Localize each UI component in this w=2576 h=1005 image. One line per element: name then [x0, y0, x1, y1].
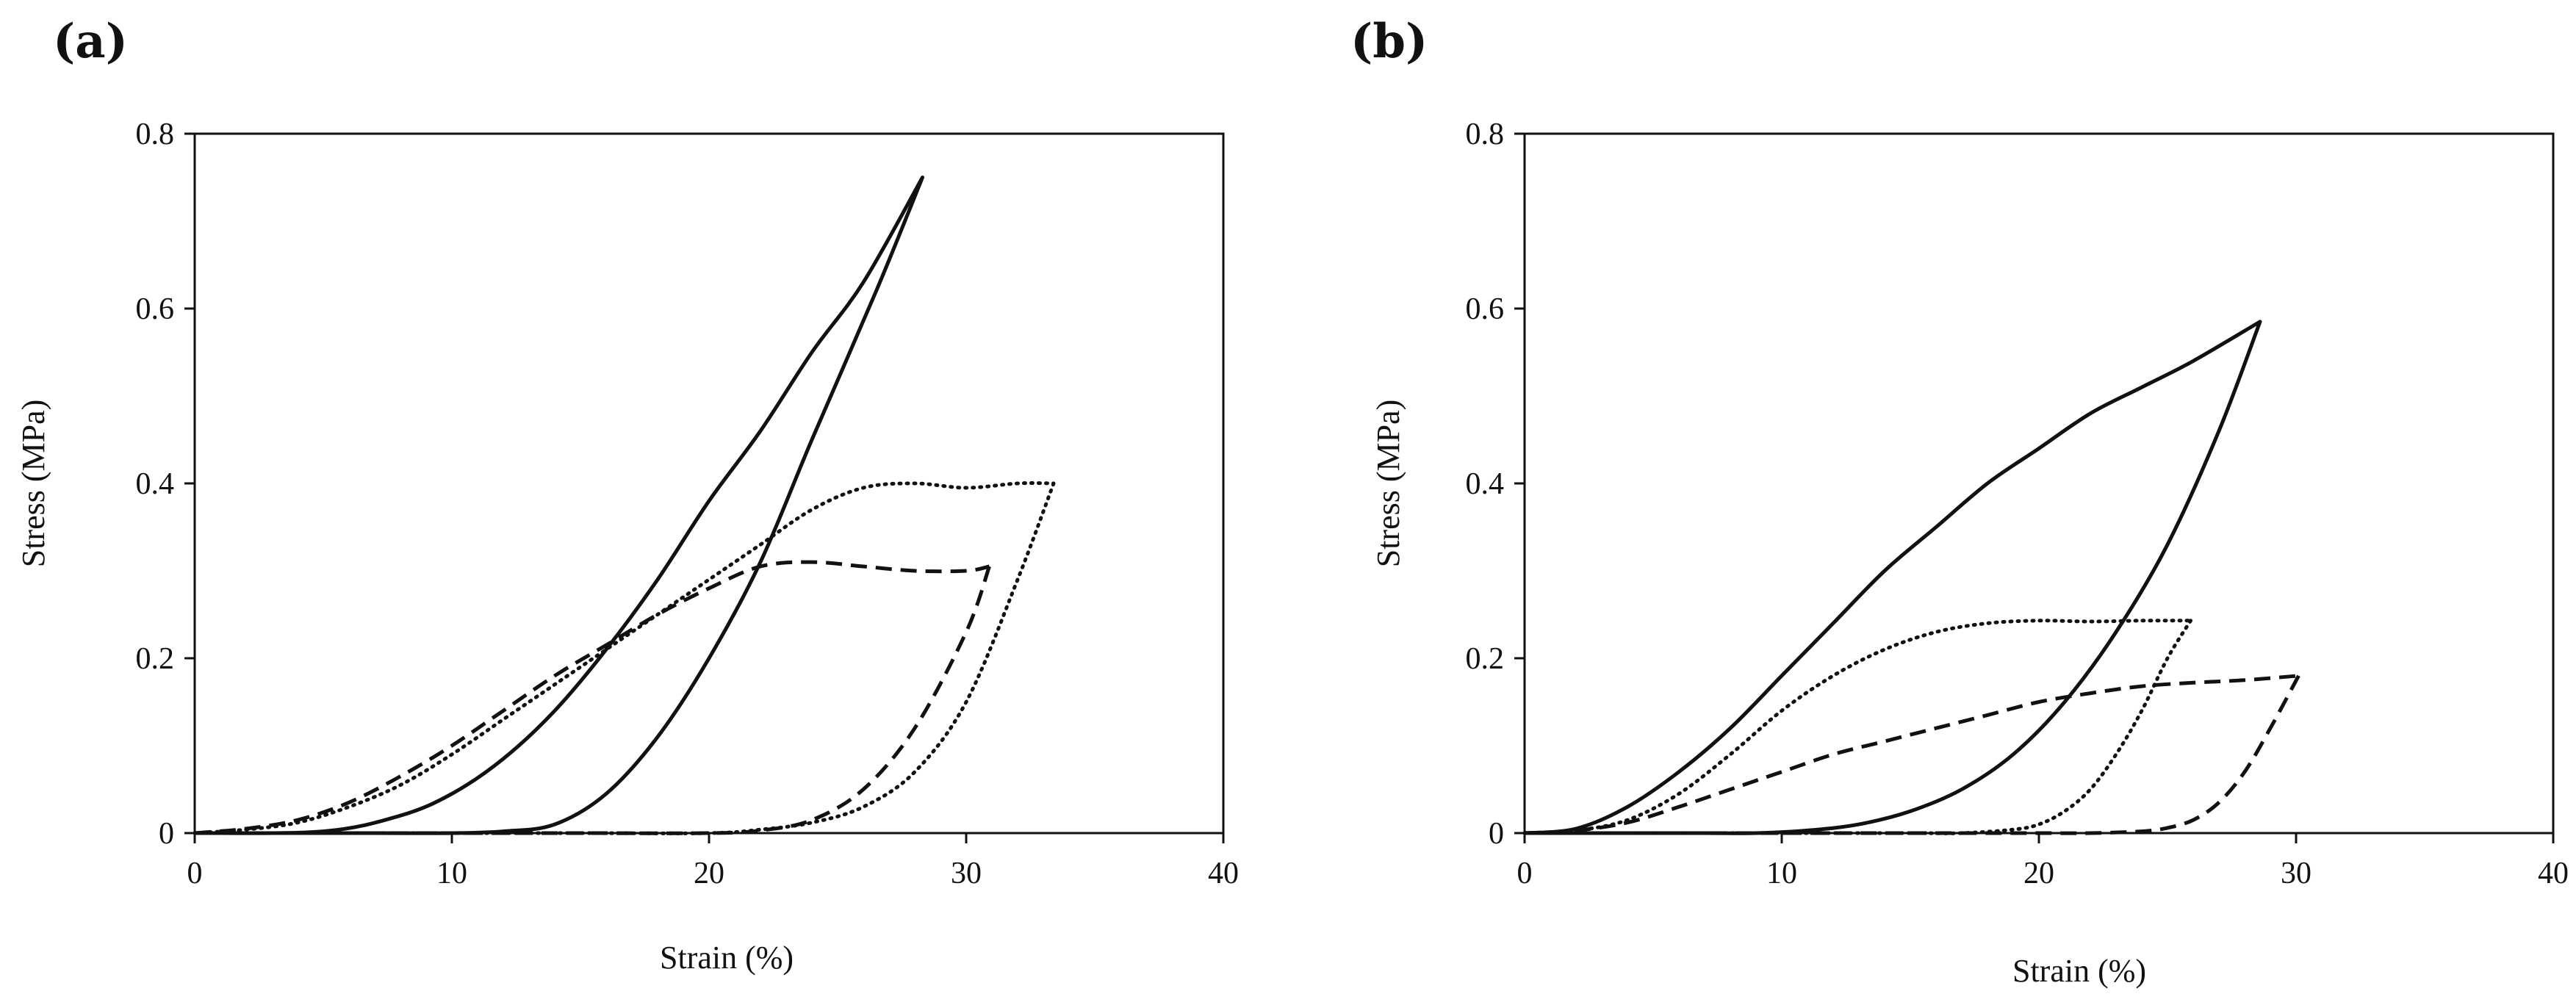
panel-a: (a) 0 10 20 30 40 0 0.2 0.4 0.6 0.8 Strain (%) St…: [15, 14, 1239, 976]
series-solid-b: [1522, 320, 2262, 835]
x-tick-label-a: 30: [951, 857, 982, 890]
panel-label-a: (a): [53, 14, 128, 69]
y-axis-title-b: Stress (MPa): [1370, 400, 1406, 568]
y-tick-label-b: 0.2: [1466, 642, 1505, 676]
y-axis-title-a: Stress (MPa): [15, 400, 51, 568]
series-solid-a: [193, 176, 924, 835]
x-tick-label-a: 0: [187, 857, 203, 890]
tick-labels-a: 0 10 20 30 40 0 0.2 0.4 0.6 0.8: [136, 118, 1240, 890]
x-axis-title-a: Strain (%): [660, 940, 794, 976]
curves-b: [1522, 320, 2300, 835]
x-tick-label-b: 10: [1766, 857, 1797, 890]
y-tick-label-a: 0.6: [136, 292, 175, 326]
x-tick-label-b: 20: [2023, 857, 2054, 890]
tick-labels-b: 0 10 20 30 40 0 0.2 0.4 0.6 0.8: [1466, 118, 2569, 890]
y-tick-label-b: 0.4: [1466, 467, 1505, 501]
panel-b: (b) 0 10 20 30 40 0 0.2 0.4 0.6 0.8 Strain (%) St…: [1350, 14, 2569, 989]
y-tick-label-a: 0.8: [136, 118, 175, 151]
x-tick-label-b: 30: [2281, 857, 2311, 890]
plot-area-a: [193, 132, 1225, 835]
x-axis-title-b: Strain (%): [2012, 953, 2146, 989]
y-tick-label-b: 0: [1489, 817, 1504, 851]
y-tick-label-a: 0.2: [136, 642, 175, 676]
x-tick-label-a: 10: [436, 857, 467, 890]
series-dashed-b: [1524, 674, 2300, 835]
y-tick-label-a: 0.4: [136, 467, 175, 501]
curves-a: [193, 176, 1056, 835]
ticks-a: [184, 132, 1225, 843]
y-tick-label-a: 0: [159, 817, 174, 851]
series-dotted-b: [1522, 619, 2192, 835]
series-dotted-a: [193, 481, 1056, 835]
series-dashed-a: [194, 560, 991, 835]
y-tick-label-b: 0.8: [1466, 118, 1505, 151]
x-tick-label-a: 40: [1208, 857, 1239, 890]
panel-label-b: (b): [1350, 14, 1428, 69]
x-tick-label-b: 40: [2538, 857, 2569, 890]
y-tick-label-b: 0.6: [1466, 292, 1505, 326]
x-tick-label-b: 0: [1517, 857, 1533, 890]
x-tick-label-a: 20: [694, 857, 724, 890]
